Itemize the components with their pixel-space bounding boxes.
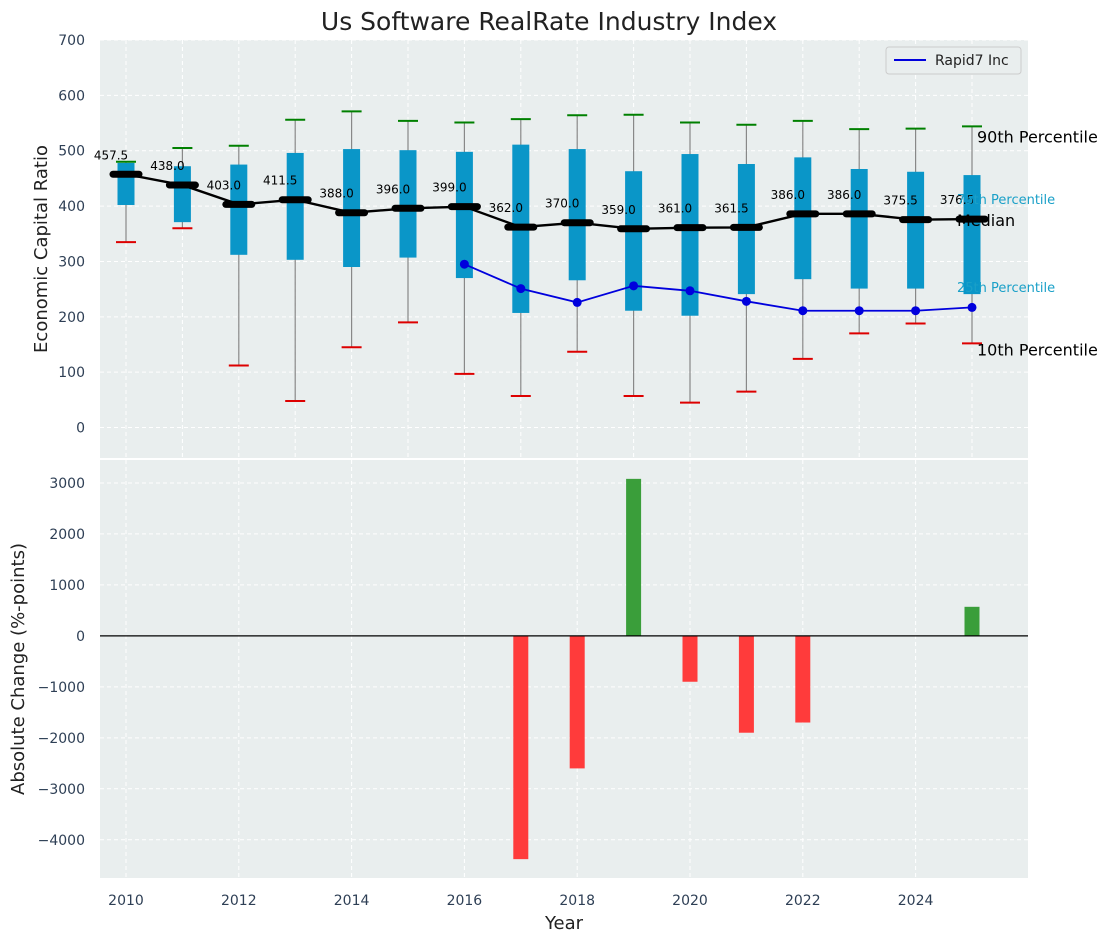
iqr-box — [399, 150, 417, 258]
annotation-p90: 90th Percentile — [977, 127, 1098, 146]
median-value-label: 411.5 — [263, 174, 297, 188]
annotation-p25: 25th Percentile — [957, 281, 1055, 296]
iqr-box — [286, 152, 304, 260]
top-panel-background — [100, 40, 1028, 458]
x-tick-label: 2014 — [334, 893, 370, 909]
y-tick-label: 200 — [58, 310, 85, 326]
company-line — [464, 263, 973, 312]
company-point — [911, 306, 921, 316]
y-tick-label: 700 — [58, 33, 85, 49]
company-point — [459, 259, 469, 269]
y-tick-label: 0 — [76, 629, 85, 645]
bar-positive — [964, 606, 980, 636]
median-value-label: 386.0 — [827, 188, 861, 202]
annotation-p10: 10th Percentile — [977, 340, 1098, 359]
median-value-label: 403.0 — [207, 178, 241, 192]
bottom-panel-y-ticks: −4000 −3000 −2000 −1000 0 1000 2000 3000 — [38, 476, 85, 849]
iqr-box — [173, 166, 191, 223]
company-point — [967, 302, 977, 312]
bar-negative — [795, 635, 811, 723]
y-tick-label: 2000 — [49, 527, 85, 543]
y-tick-label: 400 — [58, 199, 85, 215]
y-tick-label: −4000 — [38, 833, 85, 849]
y-tick-label: 0 — [76, 421, 85, 437]
iqr-box — [568, 149, 586, 281]
company-point — [741, 296, 751, 306]
percentile-annotations: 90th Percentile 75th Percentile Median 25th… — [957, 127, 1098, 359]
bottom-panel-background — [100, 460, 1028, 878]
median-value-label: 386.0 — [771, 188, 805, 202]
median-line — [125, 173, 973, 230]
median-value-label: 399.0 — [432, 181, 466, 195]
y-tick-label: 300 — [58, 254, 85, 270]
company-point — [629, 281, 639, 291]
bar-negative — [738, 635, 754, 733]
company-point — [854, 306, 864, 316]
median-line-group — [109, 170, 989, 233]
y-tick-label: 3000 — [49, 476, 85, 492]
iqr-box — [455, 151, 473, 279]
iqr-box — [850, 168, 868, 289]
iqr-box — [117, 162, 135, 205]
annotation-p75: 75th Percentile — [957, 193, 1055, 208]
y-tick-label: 1000 — [49, 578, 85, 594]
x-tick-label: 2012 — [221, 893, 257, 909]
y-tick-label: 500 — [58, 144, 85, 160]
bottom-y-axis-label: Absolute Change (%-points) — [8, 543, 29, 795]
top-y-axis-label: Economic Capital Ratio — [31, 145, 52, 353]
company-point — [572, 297, 582, 307]
x-tick-label: 2018 — [559, 893, 595, 909]
y-tick-label: −2000 — [38, 731, 85, 747]
x-tick-label: 2020 — [672, 893, 708, 909]
median-value-label: 388.0 — [319, 187, 353, 201]
bar-negative — [682, 635, 698, 682]
median-value-label: 362.0 — [489, 201, 523, 215]
x-axis-ticks: 2010 2012 2014 2016 2018 2020 2022 2024 — [108, 893, 933, 909]
bar-positive — [626, 478, 642, 636]
median-value-label: 438.0 — [150, 159, 184, 173]
x-tick-label: 2010 — [108, 893, 144, 909]
median-value-label: 396.0 — [376, 182, 410, 196]
iqr-box — [963, 175, 981, 295]
x-tick-label: 2024 — [898, 893, 934, 909]
change-bar-group — [100, 478, 1028, 860]
company-point — [516, 284, 526, 294]
annotation-median: Median — [957, 211, 1015, 230]
bar-negative — [513, 635, 529, 860]
legend: Rapid7 Inc — [885, 46, 1022, 75]
iqr-box — [681, 154, 699, 316]
bar-negative — [569, 635, 585, 769]
iqr-box — [625, 171, 643, 311]
legend-label-company: Rapid7 Inc — [935, 53, 1009, 69]
median-value-label: 376.5 — [940, 193, 974, 207]
x-tick-label: 2022 — [785, 893, 821, 909]
iqr-box — [230, 164, 248, 255]
y-tick-label: 600 — [58, 88, 85, 104]
company-line-group — [459, 259, 977, 316]
y-tick-label: 100 — [58, 365, 85, 381]
company-point — [685, 286, 695, 296]
median-value-label: 359.0 — [601, 203, 635, 217]
y-tick-label: −3000 — [38, 782, 85, 798]
x-axis-label: Year — [544, 913, 584, 934]
x-tick-label: 2016 — [447, 893, 483, 909]
company-point — [798, 306, 808, 316]
top-panel-grid — [100, 39, 1028, 458]
iqr-box — [907, 171, 925, 289]
iqr-box — [343, 149, 361, 267]
median-value-label: 361.5 — [714, 201, 748, 215]
median-value-label: 375.5 — [883, 194, 917, 208]
iqr-box — [794, 157, 812, 280]
y-tick-label: −1000 — [38, 680, 85, 696]
median-value-label: 370.0 — [545, 197, 579, 211]
top-panel-y-ticks: 0 100 200 300 400 500 600 700 — [58, 33, 85, 437]
legend-box — [885, 46, 1022, 75]
median-value-label: 361.0 — [658, 202, 692, 216]
chart-title: Us Software RealRate Industry Index — [321, 7, 777, 36]
median-value-label: 457.5 — [94, 148, 128, 162]
median-value-labels: 457.5 438.0 403.0 411.5 388.0 396.0 399.0 362.0… — [94, 148, 974, 217]
